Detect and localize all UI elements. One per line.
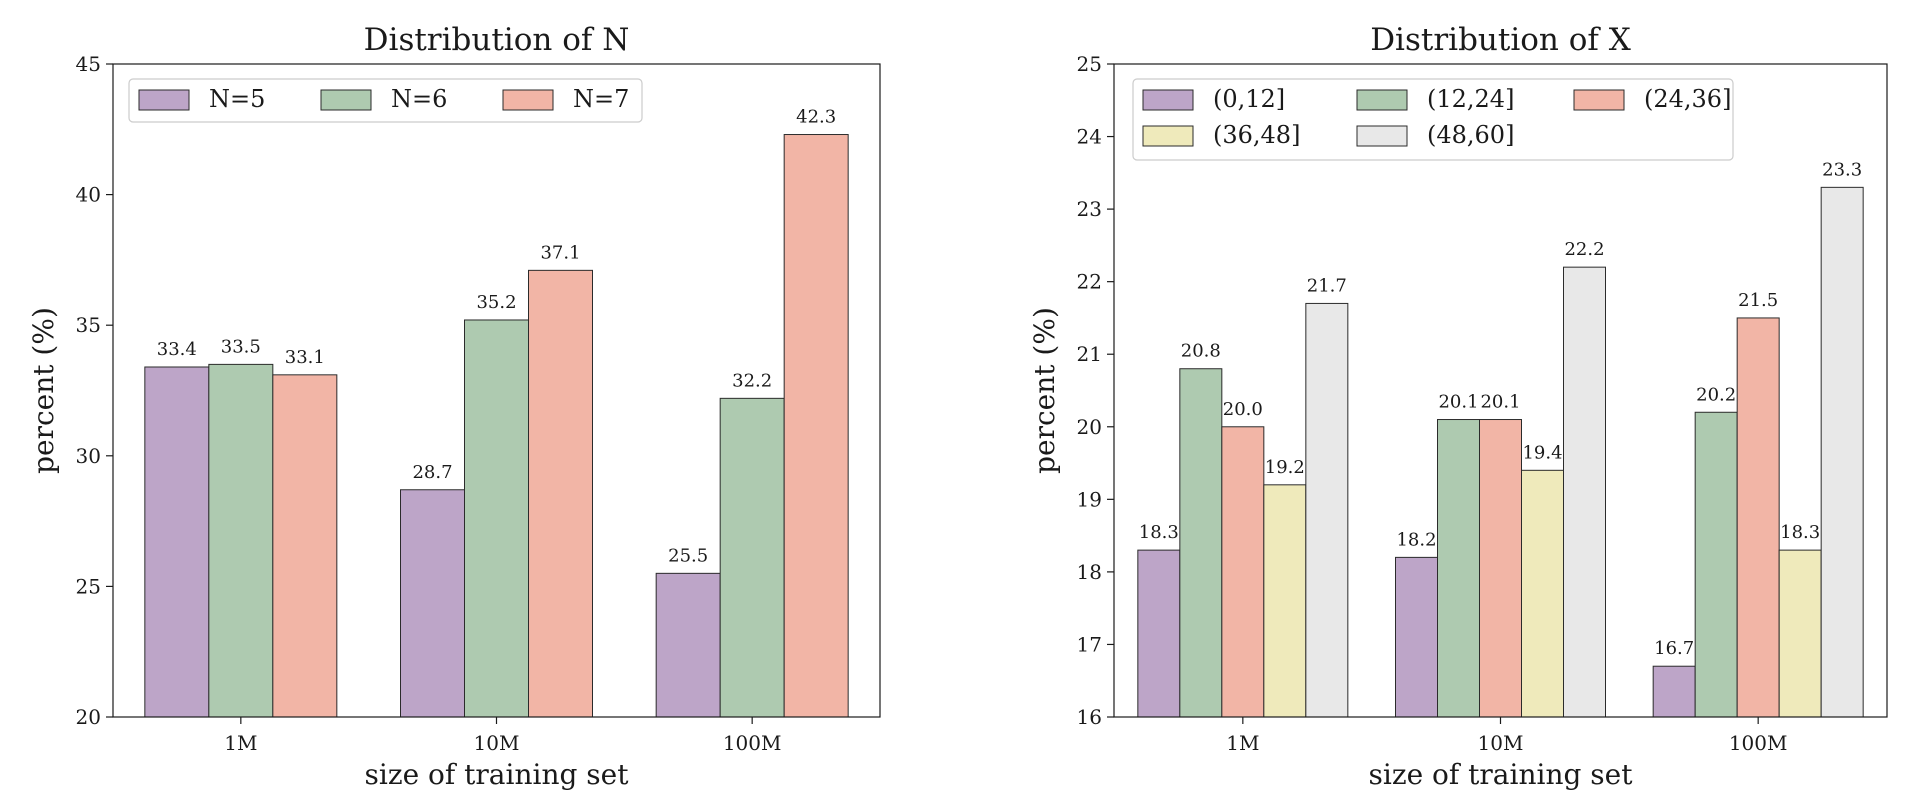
data-label: 20.1	[1480, 392, 1520, 413]
data-label: 42.3	[796, 107, 836, 128]
bar-N=7-100M	[783, 134, 849, 718]
y-tick-label: 20	[1077, 415, 1102, 439]
y-tick-label: 21	[1077, 342, 1102, 366]
legend-swatch	[1142, 125, 1194, 147]
data-label: 21.7	[1307, 275, 1347, 296]
y-tick-label: 45	[76, 52, 101, 76]
y-tick-label: 16	[1077, 705, 1102, 729]
bar-N=5-100M	[655, 572, 721, 718]
data-label: 25.5	[668, 545, 708, 566]
legend-label: N=5	[209, 85, 265, 113]
bar-(0,12]-10M	[1395, 556, 1438, 718]
y-axis-label: percent (%)	[27, 307, 60, 474]
legend-label: (48,60]	[1427, 121, 1514, 149]
bar-(36,48]-1M	[1263, 484, 1307, 718]
y-tick-label: 30	[76, 444, 101, 468]
legend-swatch	[138, 89, 190, 111]
data-label: 20.2	[1696, 384, 1736, 405]
bar-(48,60]-1M	[1305, 302, 1349, 718]
y-tick-label: 22	[1077, 270, 1102, 294]
legend-swatch	[1142, 89, 1194, 111]
chart-panel-1: 33.4 28.7 25.5 33.5 35.2 32.2 33.1 37.1 42.3 20 25…	[27, 22, 881, 791]
bar-N=5-1M	[144, 366, 210, 718]
legend: N=5 N=6 N=7	[128, 78, 643, 123]
data-label: 20.8	[1181, 341, 1221, 362]
legend-swatch	[320, 89, 372, 111]
x-tick-label: 1M	[1226, 731, 1259, 755]
chart-title: Distribution of N	[364, 22, 630, 58]
data-label: 32.2	[732, 370, 772, 391]
data-label: 33.4	[157, 339, 197, 360]
legend-label: N=6	[391, 85, 447, 113]
y-tick-label: 23	[1077, 197, 1102, 221]
data-label: 37.1	[540, 242, 580, 263]
bar-N=6-1M	[208, 363, 274, 718]
legend-label: (36,48]	[1213, 121, 1300, 149]
bar-N=5-10M	[400, 489, 465, 718]
y-tick-label: 20	[76, 705, 101, 729]
data-label: 18.3	[1780, 522, 1820, 543]
data-label: 19.4	[1522, 442, 1562, 463]
data-label: 23.3	[1822, 159, 1862, 180]
legend-label: (0,12]	[1213, 85, 1285, 113]
legend-label: (12,24]	[1427, 85, 1514, 113]
legend-swatch	[502, 89, 554, 111]
x-axis-label: size of training set	[365, 758, 630, 791]
bar-(48,60]-10M	[1563, 266, 1606, 718]
bar-(36,48]-10M	[1521, 469, 1564, 718]
legend-label: (24,36]	[1644, 85, 1731, 113]
data-label: 33.1	[285, 347, 325, 368]
bar-(12,24]-1M	[1179, 368, 1223, 718]
bar-(12,24]-10M	[1437, 419, 1480, 718]
data-label: 20.0	[1223, 399, 1263, 420]
bar-(48,60]-100M	[1820, 186, 1864, 718]
bar-(12,24]-100M	[1694, 411, 1738, 718]
bar-N=6-10M	[464, 319, 529, 718]
y-tick-label: 25	[76, 574, 101, 598]
bar-(24,36]-1M	[1221, 426, 1265, 718]
legend-label: N=7	[573, 85, 629, 113]
legend: (0,12] (12,24] (24,36] (36,48] (48,60]	[1132, 78, 1734, 161]
bar-(24,36]-100M	[1736, 317, 1780, 718]
y-tick-label: 24	[1077, 125, 1102, 149]
y-tick-label: 40	[76, 183, 101, 207]
y-axis-label: percent (%)	[1028, 307, 1061, 474]
data-label: 19.2	[1265, 457, 1305, 478]
bar-N=7-10M	[528, 269, 593, 718]
legend-swatch	[1573, 89, 1625, 111]
chart-panel-2: 18.3 18.2 16.7 20.8 20.1 20.2 20.0 20.1 21.5 19.2…	[1028, 22, 1888, 791]
chart-title: Distribution of X	[1370, 22, 1631, 58]
data-label: 20.1	[1438, 392, 1478, 413]
legend-swatch	[1356, 125, 1408, 147]
x-tick-label: 100M	[1729, 731, 1788, 755]
data-label: 21.5	[1738, 290, 1778, 311]
y-tick-label: 35	[76, 313, 101, 337]
bar-(0,12]-100M	[1652, 665, 1696, 718]
x-axis-label: size of training set	[1369, 758, 1634, 791]
y-tick-label: 25	[1077, 52, 1102, 76]
x-tick-label: 100M	[723, 731, 782, 755]
data-label: 35.2	[476, 292, 516, 313]
bar-N=7-1M	[272, 374, 338, 718]
x-tick-label: 10M	[474, 731, 520, 755]
y-tick-label: 17	[1077, 632, 1102, 656]
bar-(36,48]-100M	[1778, 549, 1822, 718]
y-tick-label: 18	[1077, 560, 1102, 584]
bar-N=6-100M	[719, 397, 785, 718]
legend-frame	[128, 78, 643, 123]
data-label: 33.5	[221, 336, 261, 357]
x-tick-label: 1M	[224, 731, 257, 755]
x-tick-label: 10M	[1478, 731, 1524, 755]
data-label: 16.7	[1654, 638, 1694, 659]
data-label: 22.2	[1564, 239, 1604, 260]
bar-(24,36]-10M	[1479, 419, 1522, 718]
legend-swatch	[1356, 89, 1408, 111]
y-tick-label: 19	[1077, 487, 1102, 511]
data-label: 28.7	[412, 462, 452, 483]
data-label: 18.2	[1396, 529, 1436, 550]
bar-(0,12]-1M	[1137, 549, 1181, 718]
data-label: 18.3	[1139, 522, 1179, 543]
